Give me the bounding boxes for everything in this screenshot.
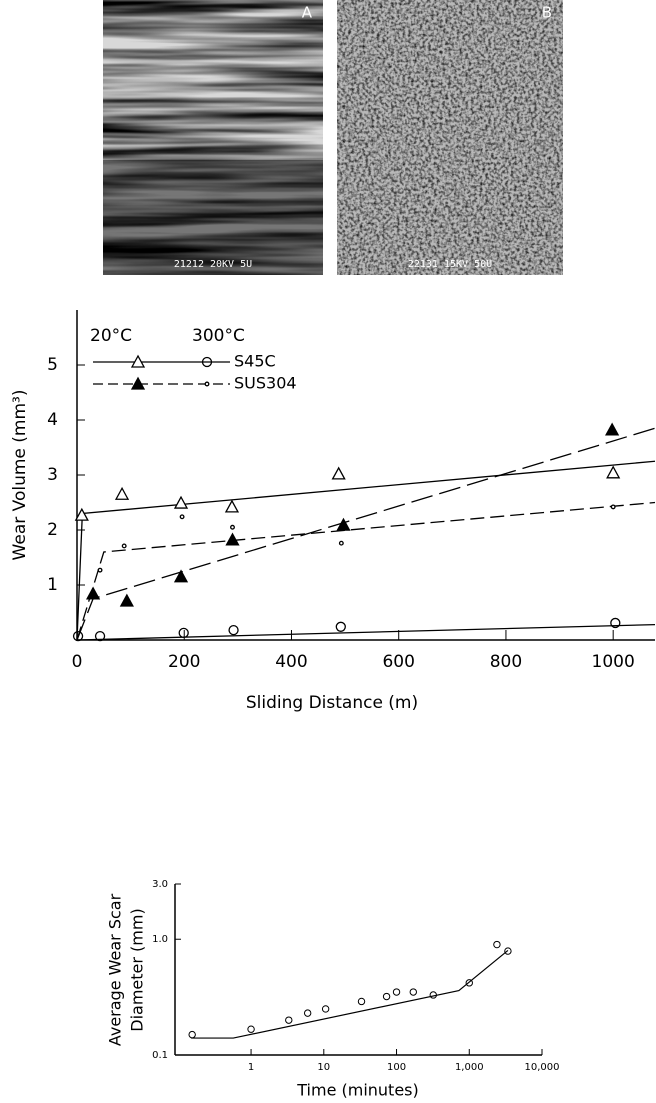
circle-marker (429, 991, 437, 999)
circle-marker (409, 988, 417, 996)
triangle-marker (114, 486, 130, 500)
circle-marker (493, 940, 501, 949)
triangle-marker (331, 466, 346, 480)
circle-marker (188, 1030, 196, 1039)
x-tick-label: 0 (72, 652, 83, 672)
circle-marker (178, 627, 189, 638)
circle-marker (335, 621, 346, 632)
legend-header: 300°C (192, 326, 245, 346)
fit-line (191, 949, 509, 1039)
triangle-marker (606, 465, 621, 479)
circle-marker (321, 1005, 330, 1013)
x-tick-label: 1,000 (455, 1062, 484, 1073)
triangle-marker (119, 593, 134, 607)
legend-marker (130, 354, 146, 368)
circle-marker (465, 979, 473, 987)
legend-label: S45C (234, 352, 276, 371)
y-axis-label: Average Wear Scar (106, 893, 125, 1046)
circle-marker (285, 1016, 293, 1024)
circle-marker (94, 631, 106, 642)
micrograph-b: B 22131 15KV 50U (337, 0, 563, 275)
circle-marker (247, 1025, 255, 1033)
circle-marker (303, 1009, 312, 1017)
panel-label: B (542, 4, 552, 22)
x-tick-label: 10 (317, 1062, 330, 1073)
legend-marker (130, 376, 146, 390)
circle-marker (392, 988, 401, 996)
x-axis-label: Sliding Distance (m) (246, 693, 418, 713)
y-tick-label: 2 (47, 520, 58, 540)
x-axis-label: Time (minutes) (296, 1081, 419, 1100)
x-tick-label: 200 (168, 652, 200, 672)
y-tick-label: 5 (47, 355, 58, 375)
x-tick-label: 1000 (592, 652, 635, 672)
circle-marker (357, 997, 366, 1006)
circle-marker (72, 631, 84, 642)
fit-line (76, 427, 656, 641)
panel-label: A (302, 4, 313, 22)
dot-marker (230, 524, 235, 530)
y-tick-label: 1.0 (152, 934, 168, 945)
panel-caption: 22131 15KV 50U (408, 259, 492, 270)
x-tick-label: 100 (387, 1062, 406, 1073)
y-axis-label: Wear Volume (mm³) (10, 390, 30, 561)
legend-marker (204, 381, 210, 387)
legend-label: SUS304 (234, 374, 297, 393)
y-tick-label: 3.0 (152, 879, 168, 890)
x-tick-label: 400 (275, 652, 307, 672)
fit-line (76, 623, 656, 641)
dot-marker (610, 504, 616, 510)
triangle-marker (605, 422, 620, 436)
dot-marker (97, 567, 103, 573)
x-tick-label: 10,000 (525, 1062, 560, 1073)
x-tick-label: 800 (490, 652, 522, 672)
circle-marker (610, 617, 621, 629)
triangle-marker (173, 569, 189, 583)
legend-header: 20°C (90, 326, 132, 346)
dot-marker (338, 540, 344, 546)
triangle-marker (224, 499, 240, 513)
circle-marker (228, 624, 239, 636)
micrograph-a: A 21212 20KV 5U (103, 0, 323, 275)
x-tick-label: 600 (382, 652, 414, 672)
triangle-marker (74, 507, 89, 521)
fit-line (76, 501, 656, 641)
circle-marker (504, 947, 512, 955)
dot-marker (179, 514, 185, 520)
y-tick-label: 0.1 (152, 1050, 168, 1061)
triangle-marker (173, 495, 189, 509)
triangle-marker (225, 532, 240, 546)
dot-marker (121, 543, 127, 549)
y-tick-label: 1 (47, 575, 58, 595)
triangle-marker (85, 586, 101, 600)
y-tick-label: 4 (47, 410, 58, 430)
y-tick-label: 3 (47, 465, 58, 485)
fit-line (76, 460, 656, 641)
y-axis-label: Diameter (mm) (128, 908, 147, 1031)
legend-marker (201, 356, 213, 368)
panel-caption: 21212 20KV 5U (174, 259, 252, 270)
x-tick-label: 1 (248, 1062, 254, 1073)
circle-marker (382, 992, 391, 1001)
